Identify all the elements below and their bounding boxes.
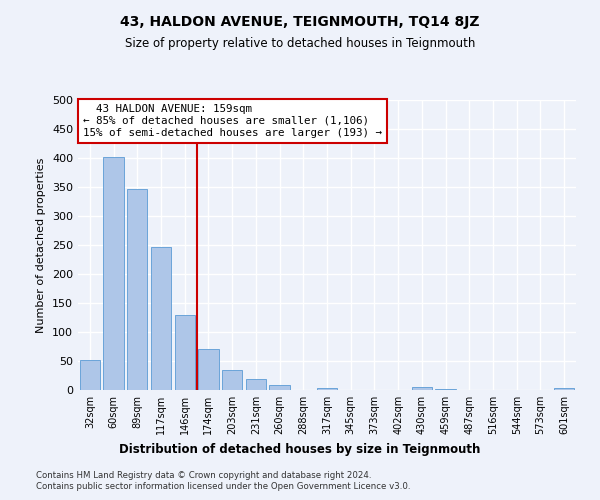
Bar	[199, 350, 218, 390]
Text: Contains HM Land Registry data © Crown copyright and database right 2024.: Contains HM Land Registry data © Crown c…	[36, 470, 371, 480]
Text: Contains public sector information licensed under the Open Government Licence v3: Contains public sector information licen…	[36, 482, 410, 491]
Bar	[151, 246, 171, 390]
Text: Distribution of detached houses by size in Teignmouth: Distribution of detached houses by size …	[119, 442, 481, 456]
Text: 43, HALDON AVENUE, TEIGNMOUTH, TQ14 8JZ: 43, HALDON AVENUE, TEIGNMOUTH, TQ14 8JZ	[120, 15, 480, 29]
Bar	[269, 386, 290, 390]
Text: Size of property relative to detached houses in Teignmouth: Size of property relative to detached ho…	[125, 38, 475, 51]
Bar	[127, 190, 148, 390]
Bar	[317, 388, 337, 390]
Bar	[222, 370, 242, 390]
Bar	[436, 389, 455, 390]
Bar	[80, 360, 100, 390]
Bar	[412, 386, 432, 390]
Bar	[175, 314, 195, 390]
Y-axis label: Number of detached properties: Number of detached properties	[37, 158, 46, 332]
Bar	[554, 388, 574, 390]
Bar	[246, 379, 266, 390]
Bar	[103, 157, 124, 390]
Text: 43 HALDON AVENUE: 159sqm
← 85% of detached houses are smaller (1,106)
15% of sem: 43 HALDON AVENUE: 159sqm ← 85% of detach…	[83, 104, 382, 138]
